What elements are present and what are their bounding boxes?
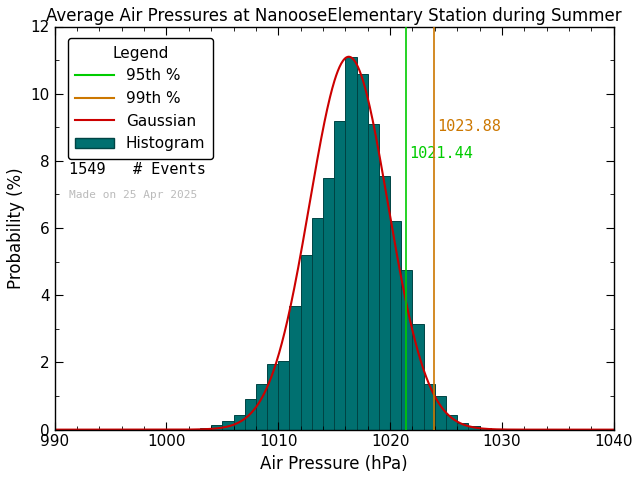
Bar bbox=[446, 415, 457, 430]
Bar bbox=[468, 426, 479, 430]
Bar bbox=[390, 221, 401, 430]
Bar bbox=[200, 428, 211, 430]
Bar bbox=[356, 73, 368, 430]
Bar bbox=[301, 255, 312, 430]
Bar bbox=[211, 425, 222, 430]
Bar bbox=[491, 429, 502, 430]
Bar bbox=[479, 428, 491, 430]
Bar bbox=[435, 396, 446, 430]
Bar bbox=[244, 399, 256, 430]
Bar bbox=[368, 124, 379, 430]
Bar bbox=[346, 57, 356, 430]
Bar bbox=[256, 384, 267, 430]
Bar bbox=[278, 361, 289, 430]
Y-axis label: Probability (%): Probability (%) bbox=[7, 167, 25, 289]
Text: Made on 25 Apr 2025: Made on 25 Apr 2025 bbox=[68, 190, 197, 200]
Bar bbox=[413, 324, 424, 430]
Bar bbox=[457, 423, 468, 430]
Bar bbox=[401, 270, 413, 430]
Bar bbox=[312, 218, 323, 430]
Bar bbox=[379, 176, 390, 430]
X-axis label: Air Pressure (hPa): Air Pressure (hPa) bbox=[260, 455, 408, 473]
Bar bbox=[267, 364, 278, 430]
Text: 1549   # Events: 1549 # Events bbox=[68, 162, 205, 177]
Legend: 95th %, 99th %, Gaussian, Histogram: 95th %, 99th %, Gaussian, Histogram bbox=[68, 38, 213, 159]
Bar bbox=[234, 415, 244, 430]
Title: Average Air Pressures at NanooseElementary Station during Summer: Average Air Pressures at NanooseElementa… bbox=[46, 7, 622, 25]
Bar bbox=[424, 384, 435, 430]
Text: 1021.44: 1021.44 bbox=[410, 145, 474, 160]
Bar bbox=[289, 306, 301, 430]
Bar bbox=[222, 421, 234, 430]
Bar bbox=[334, 120, 346, 430]
Text: 1023.88: 1023.88 bbox=[437, 119, 500, 133]
Bar bbox=[323, 178, 334, 430]
